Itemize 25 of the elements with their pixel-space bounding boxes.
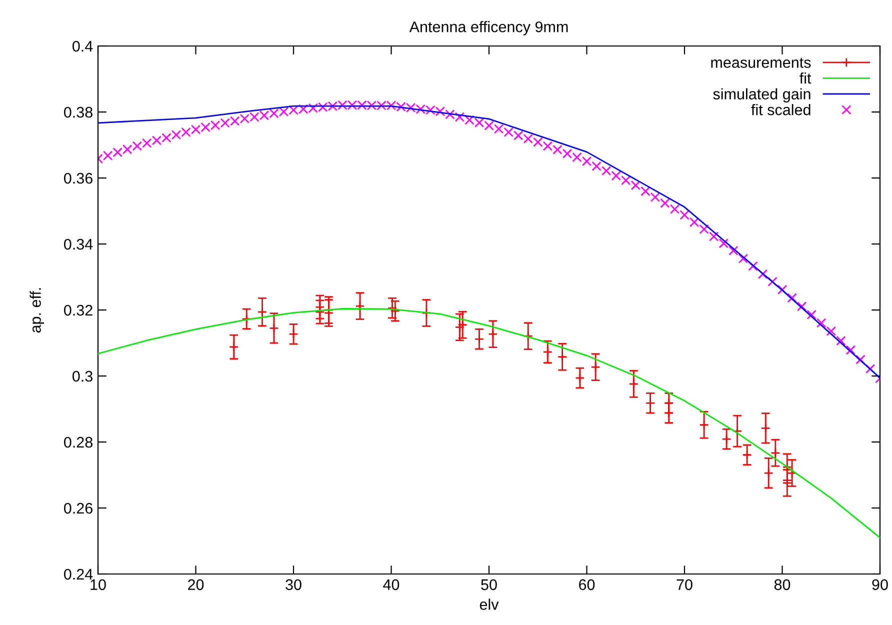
legend-label: simulated gain bbox=[713, 88, 810, 102]
x-tick-label: 80 bbox=[774, 579, 790, 590]
x-tick-label: 70 bbox=[676, 579, 692, 590]
y-tick-label: 0.3 bbox=[72, 370, 92, 382]
y-tick-label: 0.38 bbox=[64, 106, 92, 118]
y-tick-label: 0.26 bbox=[64, 502, 92, 514]
x-tick-label: 60 bbox=[579, 579, 595, 590]
legend-label: fit scaled bbox=[751, 104, 810, 116]
x-tick-label: 40 bbox=[383, 579, 400, 590]
x-tick-label: 10 bbox=[90, 579, 106, 590]
x-tick-label: 50 bbox=[481, 579, 497, 590]
x-tick-label: 30 bbox=[286, 579, 302, 590]
y-tick-label: 0.28 bbox=[64, 436, 92, 448]
y-tick-label: 0.32 bbox=[64, 304, 92, 316]
chart-title: Antenna efficency 9mm bbox=[409, 21, 568, 36]
y-tick-label: 0.36 bbox=[64, 172, 92, 184]
legend-label: fit bbox=[800, 72, 812, 84]
y-tick-label: 0.34 bbox=[64, 238, 93, 250]
x-tick-label: 20 bbox=[188, 579, 204, 590]
y-axis-title: ap. eff. bbox=[30, 288, 44, 333]
x-tick-label: 90 bbox=[872, 579, 888, 590]
x-axis-title: elv bbox=[480, 598, 499, 610]
legend-label: measurements bbox=[711, 58, 811, 68]
y-tick-label: 0.24 bbox=[64, 568, 93, 580]
y-tick-label: 0.4 bbox=[72, 40, 93, 52]
